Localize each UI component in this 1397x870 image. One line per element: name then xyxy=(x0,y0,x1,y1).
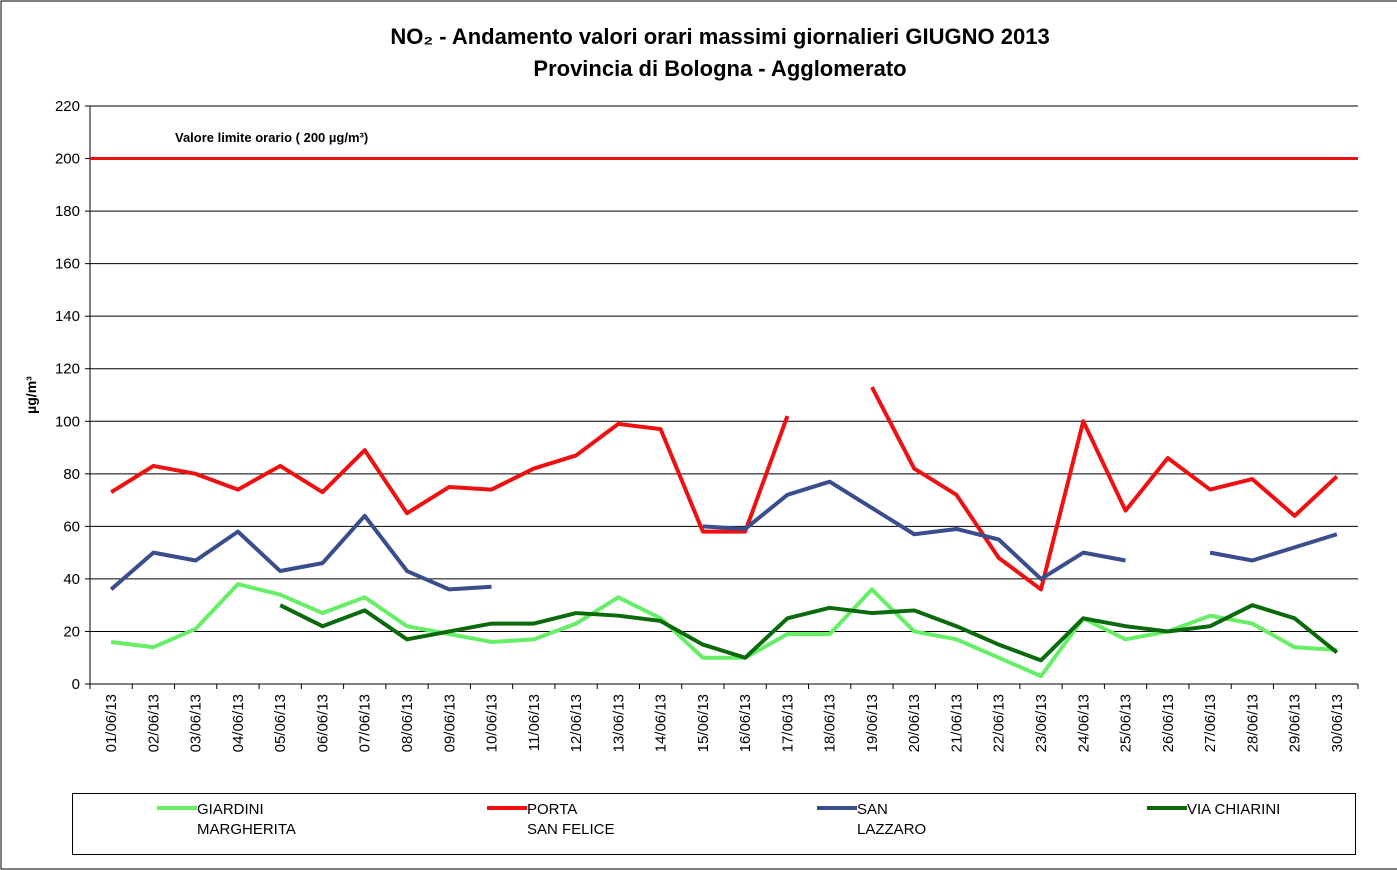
x-tick-label: 27/06/13 xyxy=(1202,694,1219,752)
legend-label: SAN LAZZARO xyxy=(857,801,927,838)
legend-swatch xyxy=(817,806,857,810)
legend-swatch xyxy=(1147,806,1187,810)
x-tick-label: 03/06/13 xyxy=(188,694,205,752)
series-line xyxy=(870,386,1339,592)
x-tick-label: 26/06/13 xyxy=(1160,694,1177,752)
legend-entry: SAN LAZZARO xyxy=(817,800,926,840)
y-tick-label: 120 xyxy=(55,361,80,378)
series-line xyxy=(109,513,492,592)
x-tick-label: 29/06/13 xyxy=(1287,694,1304,752)
x-tick-label: 10/06/13 xyxy=(484,694,501,752)
y-tick-label: 40 xyxy=(63,571,80,588)
x-tick-label: 22/06/13 xyxy=(991,694,1008,752)
legend-label: PORTA SAN FELICE xyxy=(527,801,615,838)
chart-subtitle: Provincia di Bologna - Agglomerato xyxy=(533,56,906,81)
legend-swatch xyxy=(157,806,197,810)
x-tick-label: 11/06/13 xyxy=(526,694,543,751)
x-tick-label: 04/06/13 xyxy=(230,694,247,752)
series-line xyxy=(1209,532,1338,563)
y-tick-label: 180 xyxy=(55,203,80,220)
x-tick-label: 16/06/13 xyxy=(737,694,754,752)
x-tick-label: 08/06/13 xyxy=(399,694,416,752)
x-tick-label: 13/06/13 xyxy=(610,694,627,752)
x-tick-label: 24/06/13 xyxy=(1075,694,1092,752)
series-line xyxy=(110,415,790,534)
legend-entry: VIA CHIARINI xyxy=(1147,800,1280,820)
x-tick-label: 18/06/13 xyxy=(822,694,839,752)
y-tick-label: 100 xyxy=(55,413,80,430)
y-axis-label: µg/m³ xyxy=(23,376,39,414)
y-tick-label: 0 xyxy=(72,676,80,693)
x-tick-label: 05/06/13 xyxy=(272,694,289,752)
x-tick-label: 30/06/13 xyxy=(1329,694,1346,752)
series-line xyxy=(702,479,1126,581)
x-tick-label: 15/06/13 xyxy=(695,694,712,752)
series-line xyxy=(110,582,1337,679)
y-tick-label: 220 xyxy=(55,98,80,115)
x-tick-label: 14/06/13 xyxy=(653,694,670,752)
x-tick-label: 23/06/13 xyxy=(1033,694,1050,752)
series-line xyxy=(279,603,1339,663)
legend-label: VIA CHIARINI xyxy=(1187,801,1281,818)
x-tick-label: 06/06/13 xyxy=(314,694,331,752)
y-tick-label: 80 xyxy=(63,466,80,483)
x-tick-label: 19/06/13 xyxy=(864,694,881,752)
legend: GIARDINI MARGHERITA PORTA SAN FELICE SAN L… xyxy=(72,793,1356,855)
x-tick-label: 12/06/13 xyxy=(568,694,585,752)
x-tick-label: 02/06/13 xyxy=(145,694,162,752)
legend-entry: PORTA SAN FELICE xyxy=(487,800,615,840)
y-tick-label: 200 xyxy=(55,151,80,168)
limit-annotation: Valore limite orario ( 200 µg/m³) xyxy=(175,130,368,145)
y-tick-label: 160 xyxy=(55,256,80,273)
x-tick-label: 20/06/13 xyxy=(906,694,923,752)
x-tick-label: 07/06/13 xyxy=(357,694,374,752)
legend-swatch xyxy=(487,806,527,810)
y-tick-label: 140 xyxy=(55,308,80,325)
chart-title: NO₂ - Andamento valori orari massimi gio… xyxy=(390,24,1049,49)
x-tick-label: 17/06/13 xyxy=(779,694,796,752)
y-tick-label: 20 xyxy=(63,623,80,640)
y-tick-label: 60 xyxy=(63,518,80,535)
x-tick-label: 21/06/13 xyxy=(948,694,965,752)
legend-label: GIARDINI MARGHERITA xyxy=(197,801,296,838)
x-tick-label: 09/06/13 xyxy=(441,694,458,752)
x-tick-label: 28/06/13 xyxy=(1244,694,1261,752)
legend-entry: GIARDINI MARGHERITA xyxy=(157,800,296,840)
x-tick-label: 25/06/13 xyxy=(1118,694,1135,752)
x-tick-label: 01/06/13 xyxy=(103,694,120,752)
